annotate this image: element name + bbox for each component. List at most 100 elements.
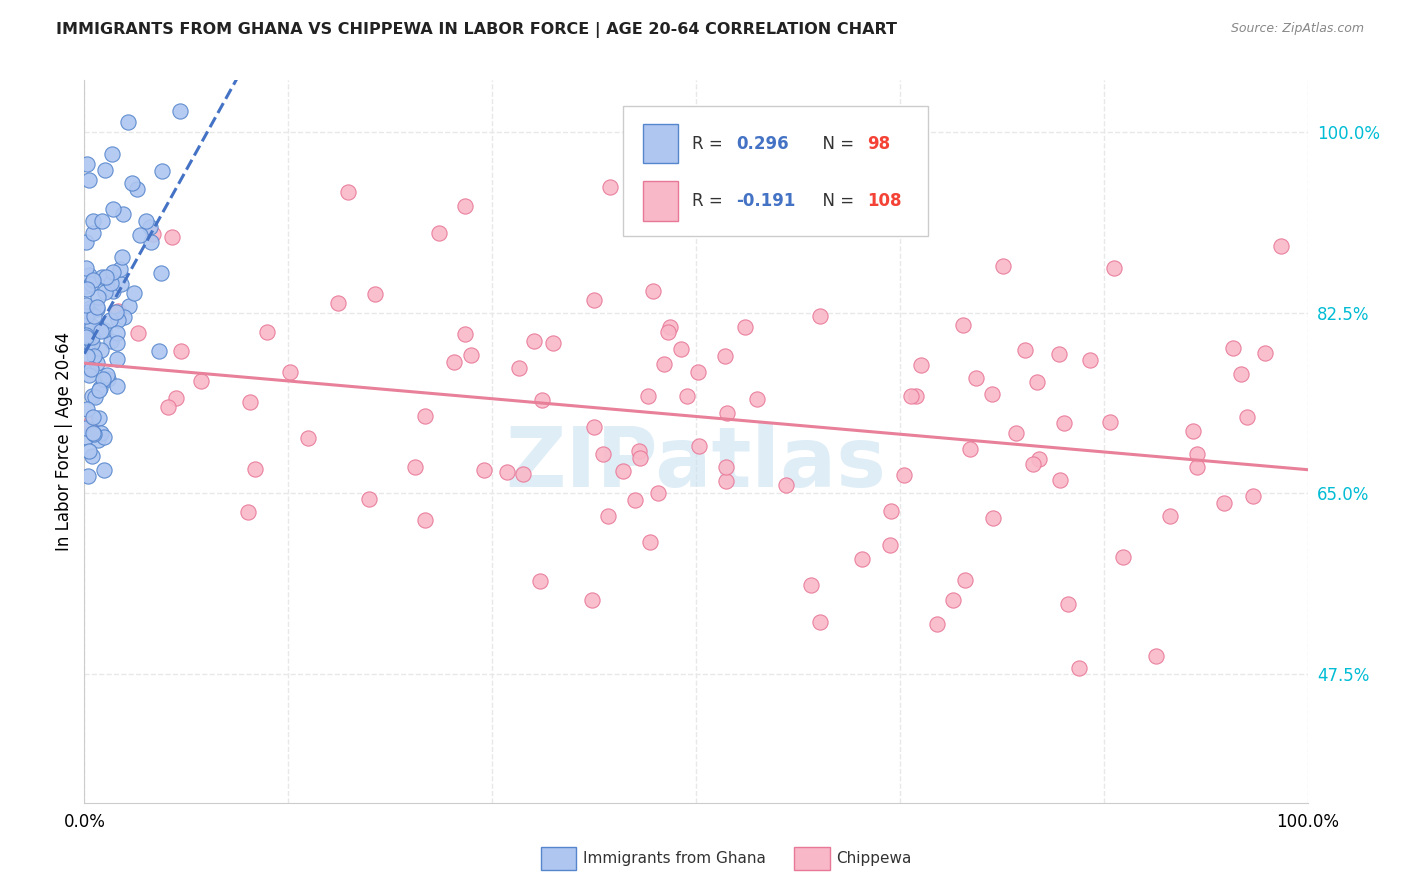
Point <box>77 361 100 376</box>
Point <box>413 409 436 423</box>
Point <box>75 298 97 312</box>
Point <box>190 374 212 388</box>
Text: 98: 98 <box>868 135 890 153</box>
Point <box>129 228 152 243</box>
Point <box>150 163 173 178</box>
Point <box>623 493 645 508</box>
Point <box>810 310 832 324</box>
Point <box>443 355 465 369</box>
Point <box>148 343 170 358</box>
Text: ZIPatlas: ZIPatlas <box>506 423 886 504</box>
Point <box>77 368 100 383</box>
Point <box>101 202 124 216</box>
Point <box>90 269 112 284</box>
Point <box>1254 346 1277 360</box>
Point <box>82 273 104 287</box>
Point <box>122 286 145 301</box>
Point <box>1098 415 1121 429</box>
Point <box>657 325 679 339</box>
Point <box>150 267 173 281</box>
Point <box>851 551 873 566</box>
Text: Source: ZipAtlas.com: Source: ZipAtlas.com <box>1230 22 1364 36</box>
Point <box>429 226 451 240</box>
Point <box>612 465 634 479</box>
FancyBboxPatch shape <box>623 105 928 235</box>
Point <box>80 450 103 464</box>
Point <box>121 176 143 190</box>
Bar <box>644 124 678 163</box>
Point <box>75 235 97 249</box>
Point <box>87 290 110 304</box>
Point <box>541 336 564 351</box>
Point <box>80 362 103 376</box>
Point <box>75 329 97 343</box>
Point <box>297 431 319 445</box>
Point <box>734 319 756 334</box>
Text: R =: R = <box>692 193 728 211</box>
Point <box>1212 495 1234 509</box>
Point <box>745 392 768 406</box>
Point <box>82 389 104 403</box>
Point <box>714 460 737 475</box>
Point <box>107 313 129 327</box>
Point <box>981 510 1004 524</box>
Point <box>364 287 387 301</box>
Point <box>142 227 165 241</box>
Point <box>599 180 621 194</box>
Point <box>93 463 115 477</box>
Point <box>82 226 104 240</box>
Point <box>79 301 101 315</box>
Point <box>77 173 100 187</box>
Point <box>256 325 278 339</box>
Point <box>925 617 948 632</box>
Point <box>965 371 987 385</box>
Point <box>75 260 97 275</box>
Point <box>910 358 932 372</box>
Point <box>581 592 603 607</box>
Point <box>98 313 121 327</box>
Point <box>94 269 117 284</box>
Point <box>76 401 98 416</box>
Point <box>82 213 104 227</box>
Point <box>1022 457 1045 471</box>
Point <box>980 387 1002 401</box>
Point <box>82 425 104 440</box>
Point <box>1182 424 1205 438</box>
Point <box>460 348 482 362</box>
Text: Immigrants from Ghana: Immigrants from Ghana <box>583 852 766 866</box>
Point <box>110 251 132 265</box>
Point <box>105 336 128 351</box>
Point <box>80 335 103 350</box>
Point <box>101 264 124 278</box>
Point <box>93 323 115 337</box>
Point <box>89 380 111 394</box>
Text: N =: N = <box>813 135 859 153</box>
Point <box>592 447 614 461</box>
Point <box>89 410 111 425</box>
Point <box>107 304 129 318</box>
Point <box>157 400 180 414</box>
Point <box>83 323 105 337</box>
Point <box>1047 347 1070 361</box>
Point <box>942 592 965 607</box>
Point <box>117 115 139 129</box>
Text: Chippewa: Chippewa <box>837 852 912 866</box>
Y-axis label: In Labor Force | Age 20-64: In Labor Force | Age 20-64 <box>55 332 73 551</box>
Point <box>86 300 108 314</box>
Point <box>675 389 697 403</box>
Point <box>83 426 105 441</box>
Point <box>637 389 659 403</box>
Point <box>900 389 922 403</box>
Point <box>108 262 131 277</box>
Point <box>79 417 101 431</box>
Point <box>84 390 107 404</box>
Point <box>800 578 823 592</box>
Point <box>880 504 903 518</box>
Point <box>77 335 100 350</box>
Point <box>127 326 149 340</box>
Point <box>775 478 797 492</box>
Point <box>75 330 97 344</box>
Point <box>91 372 114 386</box>
Point <box>89 384 111 398</box>
Point <box>1069 661 1091 675</box>
